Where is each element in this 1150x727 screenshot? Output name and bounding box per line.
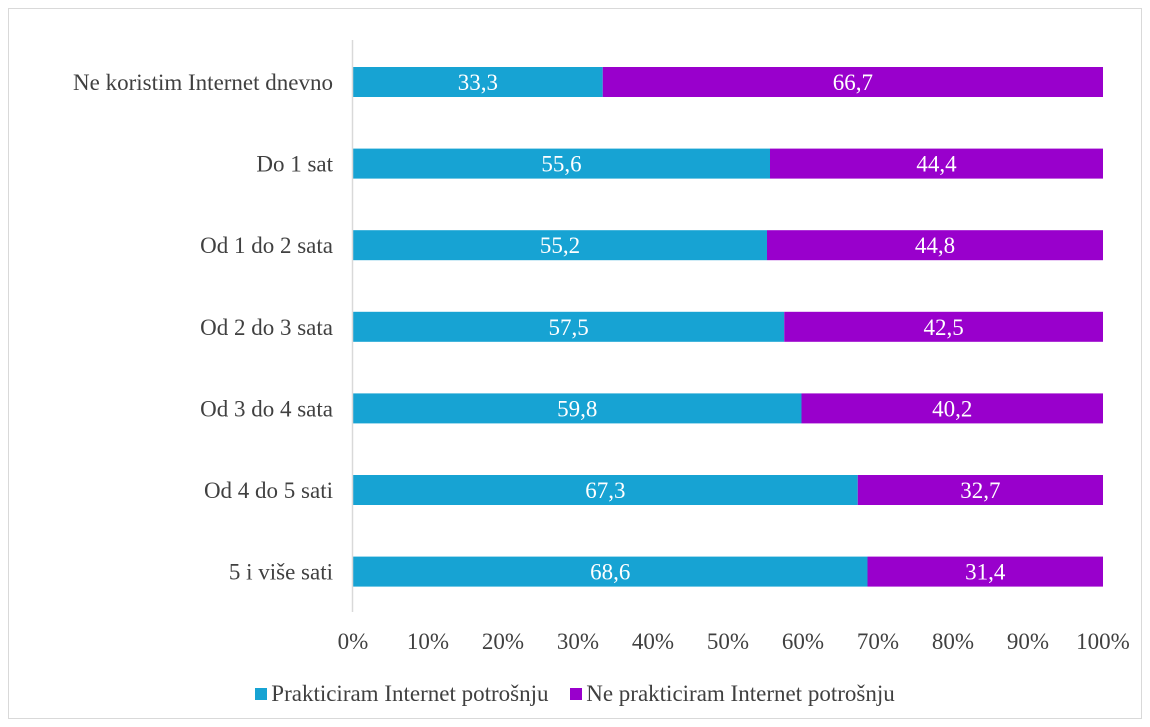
category-label: Ne koristim Internet dnevno <box>73 70 333 95</box>
bar-segment-series-1 <box>353 148 770 179</box>
data-label-series-2: 44,4 <box>916 152 957 177</box>
bar-segment-series-2 <box>784 311 1103 342</box>
data-label-series-2: 32,7 <box>960 478 1000 503</box>
bars-layer <box>353 67 1103 587</box>
data-label-series-1: 68,6 <box>590 560 630 585</box>
chart-frame <box>8 8 1142 719</box>
x-tick-label: 80% <box>932 629 974 654</box>
x-tick-label: 10% <box>407 629 449 654</box>
data-label-series-2: 42,5 <box>924 315 964 340</box>
data-label-series-1: 59,8 <box>557 396 597 421</box>
bar-segment-series-1 <box>353 393 802 424</box>
bar-segment-series-2 <box>602 67 1103 97</box>
bar-segment-series-1 <box>353 475 858 505</box>
category-label: Do 1 sat <box>256 152 333 177</box>
data-label-series-1: 57,5 <box>549 315 589 340</box>
bar-segment-series-1 <box>353 556 868 587</box>
legend: Prakticiram Internet potrošnju Ne prakti… <box>0 680 1150 707</box>
legend-label-series-2: Ne prakticiram Internet potrošnju <box>586 681 895 706</box>
data-label-series-2: 66,7 <box>833 70 873 95</box>
x-tick-label: 0% <box>338 629 369 654</box>
bar-segment-series-2 <box>770 148 1103 179</box>
category-label: Od 3 do 4 sata <box>200 396 333 421</box>
data-label-series-1: 55,2 <box>540 233 580 258</box>
data-label-series-1: 33,3 <box>458 70 498 95</box>
legend-swatch-series-2 <box>570 688 583 700</box>
x-tick-label: 90% <box>1007 629 1049 654</box>
data-label-series-1: 67,3 <box>585 478 625 503</box>
x-tick-label: 30% <box>557 629 599 654</box>
x-tick-label: 60% <box>782 629 824 654</box>
bar-segment-series-1 <box>353 311 785 342</box>
bar-segment-series-2 <box>867 556 1103 587</box>
data-label-series-1: 55,6 <box>541 152 581 177</box>
data-label-series-2: 40,2 <box>932 396 972 421</box>
category-label: Od 4 do 5 sati <box>204 478 333 503</box>
x-tick-label: 40% <box>632 629 674 654</box>
data-label-series-2: 44,8 <box>915 233 955 258</box>
bar-segment-series-2 <box>801 393 1103 424</box>
x-tick-label: 50% <box>707 629 749 654</box>
bar-segment-series-1 <box>353 230 767 261</box>
x-tick-label: 100% <box>1076 629 1130 654</box>
legend-item-series-2: Ne prakticiram Internet potrošnju <box>570 681 895 707</box>
bar-segment-series-2 <box>767 230 1103 261</box>
legend-label-series-1: Prakticiram Internet potrošnju <box>271 681 549 706</box>
axis-layer: 0% 10% 20% 30% 40% 50% 60% 70% 80% 90% 100% <box>338 40 1130 654</box>
category-label: 5 i više sati <box>229 560 333 585</box>
labels-layer: Ne koristim Internet dnevno 33,3 66,7 Do 1 … <box>73 70 1006 585</box>
x-tick-label: 70% <box>857 629 899 654</box>
bar-segment-series-1 <box>353 67 603 97</box>
legend-swatch-series-1 <box>255 688 268 700</box>
legend-item-series-1: Prakticiram Internet potrošnju <box>255 681 548 707</box>
category-label: Od 1 do 2 sata <box>200 233 333 258</box>
x-tick-label: 20% <box>482 629 524 654</box>
bar-segment-series-2 <box>857 475 1103 505</box>
data-label-series-2: 31,4 <box>965 560 1006 585</box>
category-label: Od 2 do 3 sata <box>200 315 333 340</box>
